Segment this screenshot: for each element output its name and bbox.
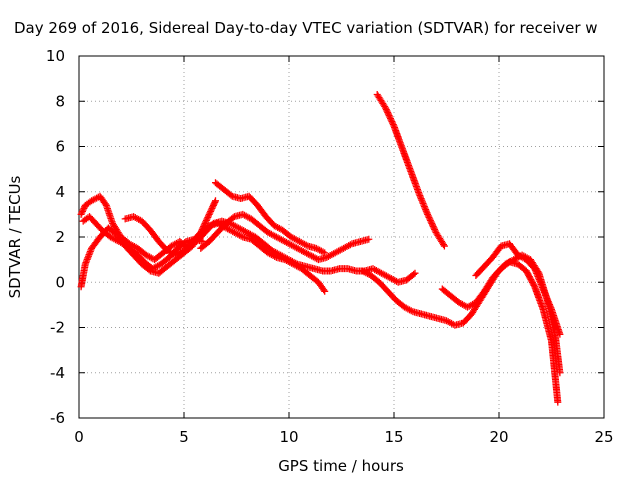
data-point [389,121,397,129]
y-tick-label: 0 [55,273,65,291]
y-tick-label: -2 [50,319,65,337]
data-point [319,248,327,256]
data-point [431,227,439,235]
data-point [207,206,215,214]
data-point [204,213,212,221]
y-tick-label: 8 [55,92,65,110]
x-tick-label: 20 [489,428,508,446]
y-tick-label: 10 [46,47,65,65]
data-point [429,222,437,230]
data-point [554,398,562,406]
data-point [208,204,216,212]
data-point [382,104,390,112]
chart-title: Day 269 of 2016, Sidereal Day-to-day VTE… [14,19,598,37]
data-point [386,113,394,121]
data-point [365,235,373,243]
y-tick-label: -6 [50,409,65,427]
x-tick-label: 10 [279,428,298,446]
data-point [321,287,329,295]
data-point [426,216,434,224]
x-tick-label: 5 [179,428,189,446]
data-point [292,259,300,267]
data-point [209,203,217,211]
data-point [387,116,395,124]
y-tick-label: 6 [55,138,65,156]
data-point [101,200,109,208]
data-point [206,209,214,217]
data-point [209,201,217,209]
data-point [229,214,237,222]
data-point [388,118,396,126]
data-point [429,221,436,229]
data-point [439,241,447,249]
data-point [77,210,85,218]
data-point [426,215,434,223]
data-point [212,197,219,205]
data-point [424,210,432,218]
data-point [202,218,210,226]
x-tick-label: 25 [594,428,613,446]
data-point [411,269,419,277]
data-point [384,110,392,118]
data-point [428,219,436,227]
data-point [387,115,394,123]
data-point [80,204,88,212]
data-point [440,242,448,250]
y-tick-label: 4 [55,183,65,201]
data-point [79,206,87,214]
x-axis-label: GPS time / hours [278,457,404,475]
data-point [205,212,212,220]
data-point [302,241,310,249]
data-point [207,207,215,215]
data-marks [77,90,564,406]
data-point [78,209,86,217]
y-tick-label: 2 [55,228,65,246]
data-point [556,330,564,338]
data-point [424,212,432,220]
y-axis-label: SDTVAR / TECUs [6,175,24,298]
data-point [79,207,86,215]
data-point [202,216,210,224]
data-point [384,109,392,117]
data-point [320,286,328,294]
y-tick-labels: -6 -4 -2 0 2 4 6 8 10 [46,47,65,427]
data-point [346,241,354,249]
data-point [381,103,389,111]
x-tick-labels: 0 5 10 15 20 25 [74,428,613,446]
data-point [205,210,213,218]
data-point [203,215,211,223]
data-point [427,218,435,226]
x-tick-label: 15 [384,428,403,446]
data-point [227,191,235,199]
data-point [430,224,438,232]
data-point [181,239,189,247]
x-tick-label: 0 [74,428,84,446]
data-point [382,106,390,114]
data-point [237,232,245,240]
data-point [210,200,218,208]
data-point [425,213,433,221]
data-point [410,270,418,278]
data-point [383,107,391,115]
data-point [407,307,415,315]
data-point [431,225,439,233]
y-tick-label: -4 [50,364,65,382]
data-point [389,119,397,127]
data-point [385,112,393,120]
data-point [211,198,219,206]
